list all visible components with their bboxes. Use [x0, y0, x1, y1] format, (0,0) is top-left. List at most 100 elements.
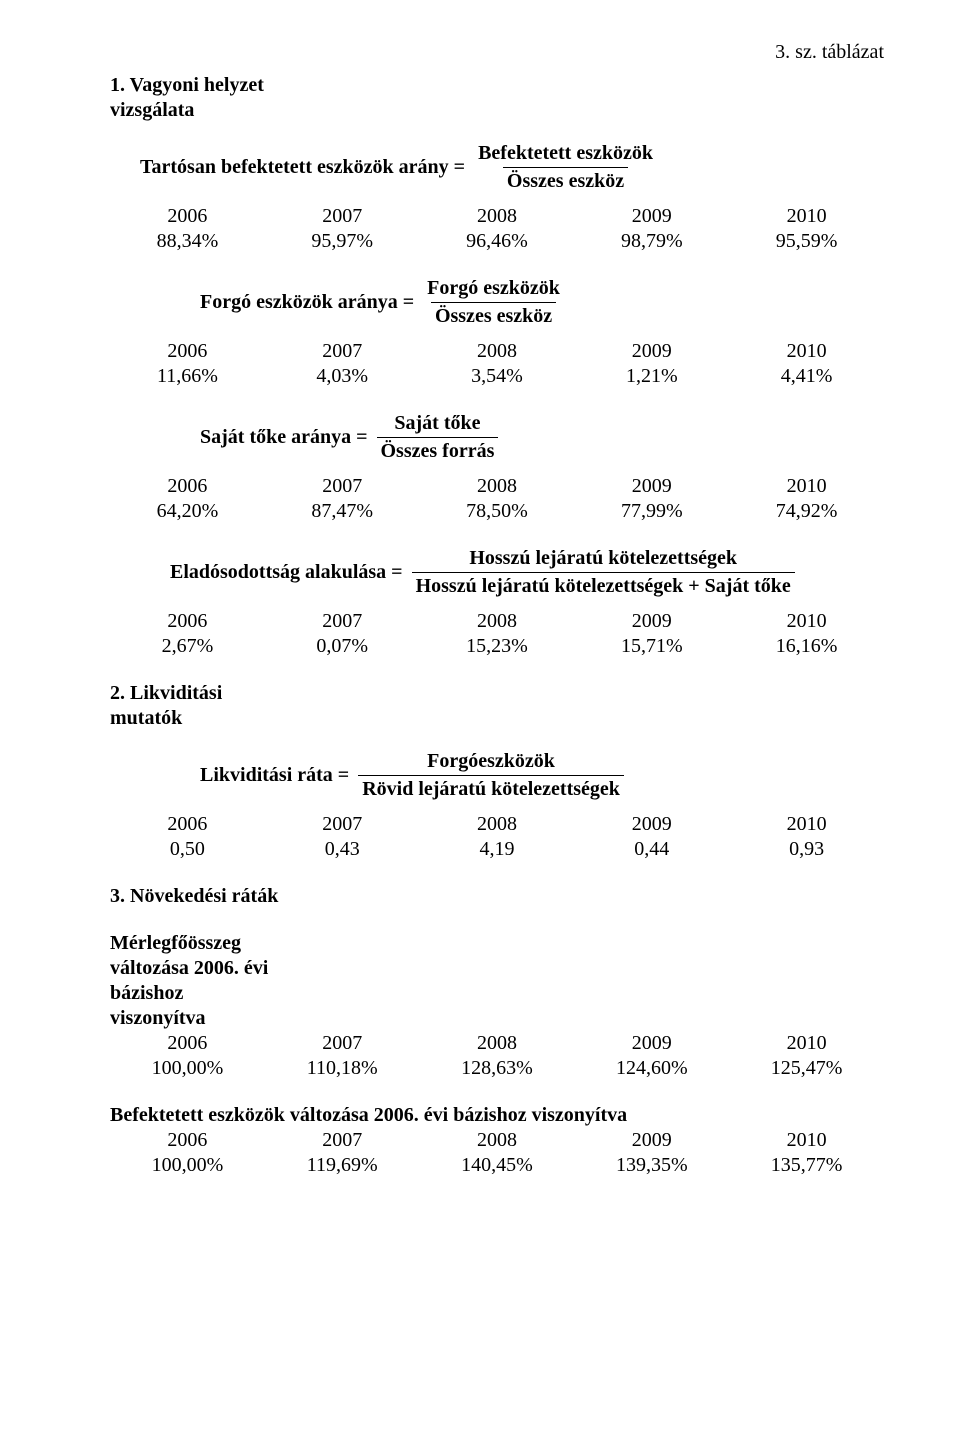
th: 2008 [420, 609, 575, 634]
th: 2009 [574, 474, 729, 499]
formula-5: Likviditási ráta = Forgóeszközök Rövid l… [110, 749, 884, 802]
table-row: 2006 2007 2008 2009 2010 [110, 1031, 884, 1056]
th: 2006 [110, 1128, 265, 1153]
th: 2010 [729, 812, 884, 837]
formula-1-num: Befektetett eszközök [474, 141, 657, 167]
section2-title: 2. Likviditási mutatók [110, 681, 884, 731]
formula-4-frac: Hosszú lejáratú kötelezettségek Hosszú l… [412, 546, 795, 599]
formula-1-den: Összes eszköz [503, 167, 628, 194]
td: 135,77% [729, 1153, 884, 1178]
th: 2010 [729, 339, 884, 364]
table-row: 2006 2007 2008 2009 2010 [110, 1128, 884, 1153]
section2-title-l2: mutatók [110, 707, 182, 729]
table-row: 2006 2007 2008 2009 2010 [110, 812, 884, 837]
table-4: 2006 2007 2008 2009 2010 2,67% 0,07% 15,… [110, 609, 884, 659]
th: 2008 [420, 1128, 575, 1153]
td: 100,00% [110, 1056, 265, 1081]
section3-sub2: Befektetett eszközök változása 2006. évi… [110, 1103, 884, 1128]
formula-1: Tartósan befektetett eszközök arány = Be… [110, 141, 884, 194]
td: 139,35% [574, 1153, 729, 1178]
td: 125,47% [729, 1056, 884, 1081]
th: 2007 [265, 609, 420, 634]
th: 2006 [110, 339, 265, 364]
th: 2007 [265, 339, 420, 364]
formula-2-label: Forgó eszközök aránya = [200, 290, 419, 315]
table-row: 11,66% 4,03% 3,54% 1,21% 4,41% [110, 364, 884, 389]
formula-4-label: Eladósodottság alakulása = [170, 560, 408, 585]
formula-1-label: Tartósan befektetett eszközök arány = [140, 155, 470, 180]
td: 95,59% [729, 229, 884, 254]
table-row: 2006 2007 2008 2009 2010 [110, 609, 884, 634]
table-number: 3. sz. táblázat [110, 40, 884, 65]
formula-5-frac: Forgóeszközök Rövid lejáratú kötelezetts… [358, 749, 624, 802]
formula-5-den: Rövid lejáratú kötelezettségek [358, 775, 624, 802]
formula-2: Forgó eszközök aránya = Forgó eszközök Ö… [110, 276, 884, 329]
th: 2009 [574, 204, 729, 229]
th: 2007 [265, 474, 420, 499]
th: 2010 [729, 204, 884, 229]
table-row: 0,50 0,43 4,19 0,44 0,93 [110, 837, 884, 862]
table-row: 64,20% 87,47% 78,50% 77,99% 74,92% [110, 499, 884, 524]
td: 78,50% [420, 499, 575, 524]
td: 74,92% [729, 499, 884, 524]
formula-2-frac: Forgó eszközök Összes eszköz [423, 276, 564, 329]
td: 11,66% [110, 364, 265, 389]
th: 2006 [110, 812, 265, 837]
section3-sub1-l3: bázishoz [110, 982, 183, 1004]
th: 2010 [729, 1128, 884, 1153]
td: 119,69% [265, 1153, 420, 1178]
td: 15,71% [574, 634, 729, 659]
table-5: 2006 2007 2008 2009 2010 0,50 0,43 4,19 … [110, 812, 884, 862]
td: 98,79% [574, 229, 729, 254]
table-6: 2006 2007 2008 2009 2010 100,00% 110,18%… [110, 1031, 884, 1081]
table-row: 100,00% 119,69% 140,45% 139,35% 135,77% [110, 1153, 884, 1178]
td: 15,23% [420, 634, 575, 659]
td: 110,18% [265, 1056, 420, 1081]
td: 4,03% [265, 364, 420, 389]
td: 77,99% [574, 499, 729, 524]
section1-title-l2: vizsgálata [110, 99, 194, 121]
td: 124,60% [574, 1056, 729, 1081]
td: 2,67% [110, 634, 265, 659]
td: 16,16% [729, 634, 884, 659]
td: 1,21% [574, 364, 729, 389]
th: 2008 [420, 1031, 575, 1056]
th: 2006 [110, 609, 265, 634]
formula-3-label: Saját tőke aránya = [200, 425, 373, 450]
th: 2007 [265, 204, 420, 229]
formula-3-den: Összes forrás [377, 437, 499, 464]
table-3: 2006 2007 2008 2009 2010 64,20% 87,47% 7… [110, 474, 884, 524]
td: 64,20% [110, 499, 265, 524]
table-row: 2,67% 0,07% 15,23% 15,71% 16,16% [110, 634, 884, 659]
formula-3: Saját tőke aránya = Saját tőke Összes fo… [110, 411, 884, 464]
page: 3. sz. táblázat 1. Vagyoni helyzet vizsg… [0, 0, 960, 1260]
table-1: 2006 2007 2008 2009 2010 88,34% 95,97% 9… [110, 204, 884, 254]
td: 0,93 [729, 837, 884, 862]
th: 2009 [574, 609, 729, 634]
td: 100,00% [110, 1153, 265, 1178]
formula-4: Eladósodottság alakulása = Hosszú lejára… [110, 546, 884, 599]
section2-title-l1: 2. Likviditási [110, 682, 222, 704]
table-row: 2006 2007 2008 2009 2010 [110, 474, 884, 499]
th: 2008 [420, 474, 575, 499]
formula-2-num: Forgó eszközök [423, 276, 564, 302]
th: 2007 [265, 1128, 420, 1153]
th: 2010 [729, 474, 884, 499]
table-row: 88,34% 95,97% 96,46% 98,79% 95,59% [110, 229, 884, 254]
th: 2006 [110, 1031, 265, 1056]
formula-1-frac: Befektetett eszközök Összes eszköz [474, 141, 657, 194]
td: 0,44 [574, 837, 729, 862]
td: 4,19 [420, 837, 575, 862]
section3-sub1: Mérlegfőösszeg változása 2006. évi bázis… [110, 931, 884, 1031]
table-7: 2006 2007 2008 2009 2010 100,00% 119,69%… [110, 1128, 884, 1178]
td: 0,50 [110, 837, 265, 862]
td: 88,34% [110, 229, 265, 254]
td: 87,47% [265, 499, 420, 524]
formula-2-den: Összes eszköz [431, 302, 556, 329]
th: 2010 [729, 609, 884, 634]
th: 2009 [574, 1031, 729, 1056]
td: 128,63% [420, 1056, 575, 1081]
formula-5-label: Likviditási ráta = [200, 763, 354, 788]
td: 140,45% [420, 1153, 575, 1178]
th: 2008 [420, 812, 575, 837]
